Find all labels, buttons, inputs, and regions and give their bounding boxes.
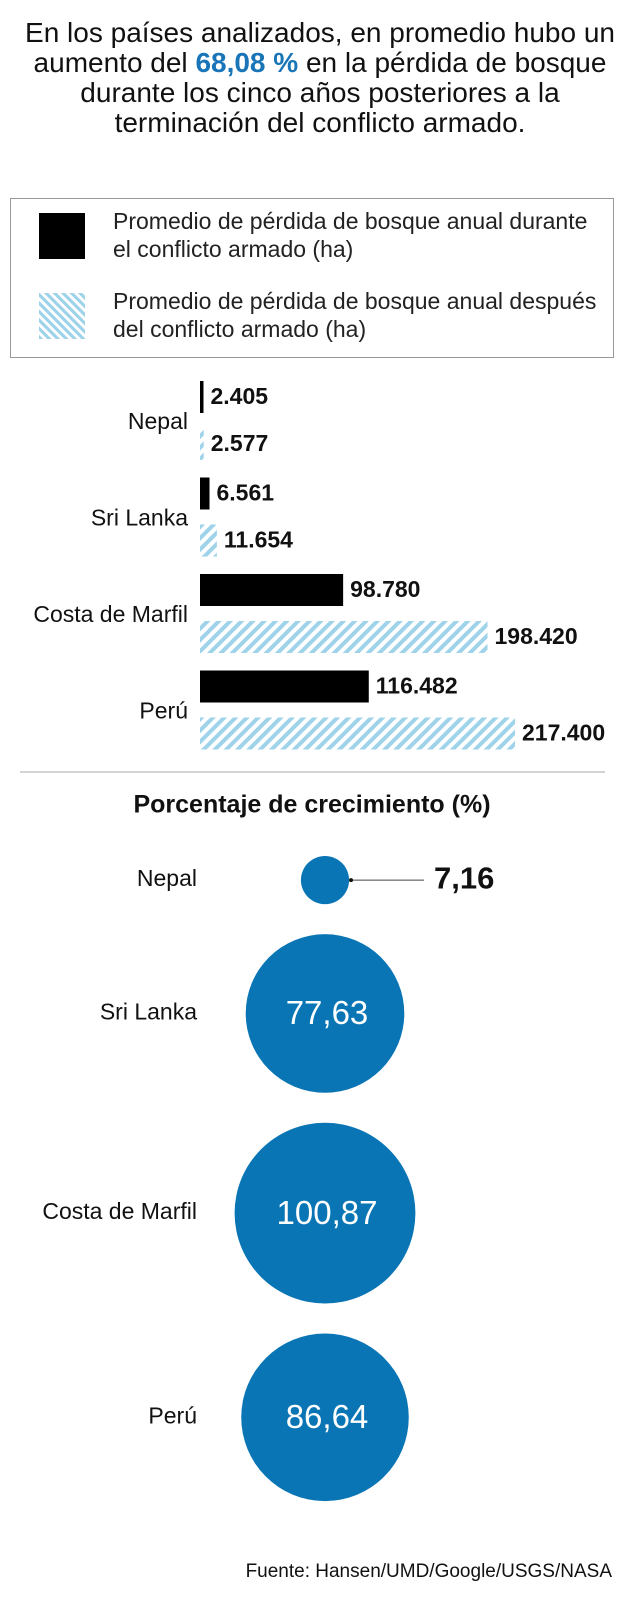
bubble bbox=[245, 934, 405, 1093]
category-label: Costa de Marfil bbox=[33, 601, 188, 627]
legend-swatch bbox=[39, 293, 85, 339]
value-label: 217.400 bbox=[522, 720, 605, 746]
header-highlight: 68,08 % bbox=[195, 47, 299, 78]
bar bbox=[200, 381, 204, 413]
category-label: Costa de Marfil bbox=[42, 1198, 197, 1224]
value-label: 100,87 bbox=[277, 1194, 378, 1231]
category-label: Sri Lanka bbox=[91, 505, 188, 531]
bar bbox=[200, 428, 204, 460]
bar bbox=[200, 524, 217, 557]
source: Fuente: Hansen/UMD/Google/USGS/NASA bbox=[246, 1561, 613, 1582]
value-label: 2.577 bbox=[211, 430, 269, 456]
header: En los países analizados, en promedio hu… bbox=[20, 18, 620, 138]
category-label: Nepal bbox=[137, 865, 197, 891]
category-label: Perú bbox=[148, 1402, 197, 1428]
value-label: 2.405 bbox=[210, 383, 268, 409]
category-label: Sri Lanka bbox=[100, 999, 197, 1025]
bubble bbox=[300, 856, 350, 905]
value-label: 116.482 bbox=[376, 673, 458, 699]
category-label: Nepal bbox=[128, 408, 188, 434]
bar bbox=[200, 477, 210, 510]
header-text: en la pérdida de bosque durante los cinc… bbox=[80, 47, 607, 138]
bubble bbox=[241, 1333, 409, 1502]
legend-swatch bbox=[39, 213, 85, 259]
bubble-title: Porcentaje de crecimiento (%) bbox=[133, 791, 490, 819]
bar bbox=[200, 574, 344, 606]
leader-dot bbox=[349, 878, 353, 883]
header-text: En los países analizados, en promedio hu… bbox=[25, 17, 615, 78]
value-label: 11.654 bbox=[224, 527, 293, 553]
category-label: Perú bbox=[139, 698, 188, 724]
value-label: 7,16 bbox=[434, 860, 494, 895]
bar bbox=[200, 670, 369, 703]
legend-label: Promedio de pérdida de bosque anual desp… bbox=[113, 288, 597, 342]
bar bbox=[200, 717, 515, 750]
value-label: 198.420 bbox=[494, 623, 577, 649]
value-label: 6.561 bbox=[217, 480, 275, 506]
legend: Promedio de pérdida de bosque anual dura… bbox=[10, 198, 614, 358]
legend-label: Promedio de pérdida de bosque anual dura… bbox=[113, 208, 588, 262]
bubble bbox=[234, 1122, 416, 1304]
value-label: 98.780 bbox=[350, 576, 420, 602]
value-label: 86,64 bbox=[286, 1398, 369, 1435]
value-label: 77,63 bbox=[286, 994, 369, 1031]
bar bbox=[200, 621, 488, 653]
